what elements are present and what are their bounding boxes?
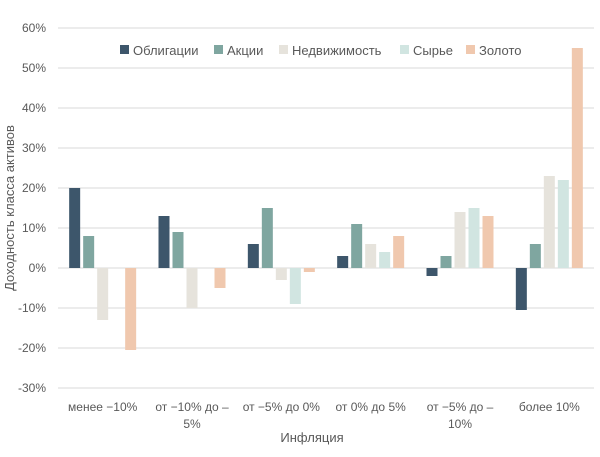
bar — [125, 268, 137, 350]
x-category-label: от −5% до 0% — [243, 400, 321, 414]
bar — [337, 256, 349, 268]
bar — [543, 176, 555, 268]
y-tick-label: 20% — [22, 181, 46, 195]
legend-swatch — [400, 45, 409, 54]
y-tick-label: -30% — [18, 381, 46, 395]
legend: Облигации Акции Недвижимость Сырье Золото — [120, 43, 522, 58]
legend-swatch — [120, 45, 129, 54]
y-tick-label: -20% — [18, 341, 46, 355]
bar — [186, 268, 198, 308]
legend-swatch — [466, 45, 475, 54]
y-tick-label: -10% — [18, 301, 46, 315]
x-axis-categories: менее −10% от −10% до – 5% от −5% до 0% от 0… — [68, 400, 580, 431]
y-tick-label: 0% — [29, 261, 47, 275]
bar — [351, 224, 363, 268]
bar — [69, 188, 81, 268]
y-axis-ticks: -30% -20% -10% 0% 10% 20% 30% 40% 50% 60% — [18, 21, 46, 395]
bar — [515, 268, 527, 310]
bar — [529, 244, 541, 268]
x-axis-title: Инфляция — [280, 430, 343, 445]
y-tick-label: 50% — [22, 61, 46, 75]
x-category-label: от −5% до – — [427, 400, 494, 414]
bar — [275, 268, 287, 280]
legend-swatch — [279, 45, 288, 54]
bars-layer — [69, 48, 583, 350]
x-category-label: от −10% до – — [155, 400, 229, 414]
bar — [158, 216, 170, 268]
legend-label: Золото — [479, 43, 522, 58]
legend-label: Облигации — [133, 43, 198, 58]
bar — [426, 268, 438, 276]
bar — [289, 268, 301, 304]
bar — [454, 212, 466, 268]
legend-label: Недвижимость — [292, 43, 382, 58]
bar — [83, 236, 95, 268]
bar — [97, 268, 109, 320]
x-category-label: от 0% до 5% — [336, 400, 407, 414]
bar — [365, 244, 377, 268]
bar — [303, 268, 315, 272]
bar — [247, 244, 259, 268]
bar — [379, 252, 391, 268]
y-tick-label: 30% — [22, 141, 46, 155]
bar — [214, 268, 226, 288]
x-category-label: 5% — [183, 417, 201, 431]
bar — [172, 232, 184, 268]
bar — [571, 48, 583, 268]
y-tick-label: 10% — [22, 221, 46, 235]
x-category-label: более 10% — [519, 400, 580, 414]
x-category-label: менее −10% — [68, 400, 138, 414]
legend-swatch — [214, 45, 223, 54]
legend-label: Сырье — [413, 43, 453, 58]
y-axis-title: Доходность класса активов — [2, 125, 17, 291]
x-category-label: 10% — [448, 417, 472, 431]
bar — [440, 256, 452, 268]
bar — [261, 208, 273, 268]
bar — [393, 236, 405, 268]
bar — [468, 208, 480, 268]
grid-layer — [58, 27, 594, 389]
bar — [482, 216, 494, 268]
y-tick-label: 60% — [22, 21, 46, 35]
y-tick-label: 40% — [22, 101, 46, 115]
legend-label: Акции — [227, 43, 263, 58]
bar — [557, 180, 569, 268]
